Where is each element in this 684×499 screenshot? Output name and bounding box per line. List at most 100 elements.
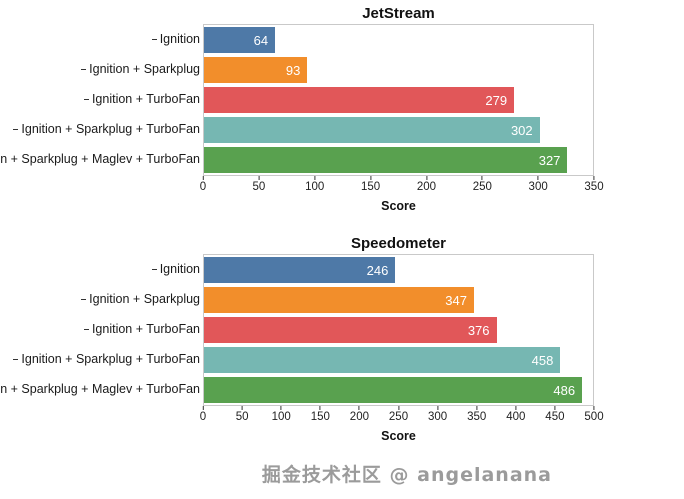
category-label-text: Ignition + Sparkplug [89,62,200,76]
bar: 458 [204,347,561,373]
x-axis: 0 50 100 150 200 250 300 350 400 450 500 [200,406,604,428]
x-tick-label: 300 [528,181,548,193]
bar: 302 [204,117,540,143]
bar-row: 302 [204,115,593,145]
y-tick-mark [83,99,89,101]
chart-title: JetStream [362,5,435,22]
bar-row: 327 [204,145,593,175]
x-tick: 100 [272,406,291,423]
x-tick-mark [537,176,539,180]
x-tick: 50 [252,176,265,193]
category-label: Ignition + Sparkplug [0,54,203,84]
y-tick-mark [81,299,87,301]
y-tick-mark [13,359,19,361]
x-tick-mark [398,406,399,410]
x-tick-label: 150 [310,411,330,423]
category-label: Ignition [0,24,203,54]
x-tick-mark [554,406,556,410]
x-axis-title: Score [381,199,416,213]
bar-row: 246 [204,255,593,285]
category-label: Ignition + Sparkplug + TurboFan [0,344,203,374]
x-tick-label: 200 [416,181,437,193]
bar: 246 [204,257,396,283]
x-tick-mark [241,406,243,410]
watermark-text: 掘金技术社区 @ angelanana [261,464,552,486]
x-tick: 350 [467,406,486,423]
x-axis-title: Score [381,429,416,443]
bar-row: 64 [204,25,593,55]
bar-value-label: 486 [553,382,576,398]
bar-row: 93 [204,55,593,85]
x-tick-label: 0 [199,411,207,423]
bar-value-label: 279 [485,92,508,108]
bar-value-label: 458 [531,352,554,368]
x-tick-label: 350 [467,411,487,423]
x-tick-label: 450 [545,411,565,423]
bar-value-label: 376 [467,322,490,338]
category-label-text: Ignition + TurboFan [91,322,200,336]
x-tick: 0 [200,406,206,423]
plot-area: 64 93 279 302 327 [203,24,594,176]
bar-value-label: 246 [366,262,389,278]
y-tick-mark [13,129,19,131]
y-tick-mark [83,329,89,331]
bar-value-label: 64 [253,32,269,48]
category-label-text: Ignition + Sparkplug + TurboFan [21,352,200,366]
x-tick: 450 [545,406,564,423]
x-tick: 0 [200,176,206,193]
x-tick-label: 300 [428,411,448,423]
bar-row: 376 [204,315,593,345]
x-tick-label: 250 [472,181,492,193]
x-tick-mark [358,406,360,410]
x-tick: 250 [473,176,492,193]
x-tick: 250 [389,406,408,423]
category-label: Ignition [0,254,203,284]
x-tick-label: 400 [506,411,526,423]
bar: 376 [204,317,497,343]
y-axis-labels: Ignition Ignition + Sparkplug Ignition + T… [0,24,203,176]
x-tick-label: 350 [584,181,604,193]
category-label-text: Ignition [159,262,200,276]
chart-title: Speedometer [350,235,447,252]
x-tick-label: 150 [360,181,381,193]
jetstream-chart: JetStream Ignition Ignition + Sparkplug Ig… [0,0,684,214]
x-tick-label: 100 [271,411,291,423]
plot-area: 246 347 376 458 486 [203,254,594,406]
x-tick: 150 [361,176,380,193]
category-label-text: Ignition + Sparkplug + Maglev + TurboFan [0,152,200,166]
bar: 64 [204,27,276,53]
category-label-text: Ignition [159,32,200,46]
category-label: Ignition + Sparkplug + Maglev + TurboFan [0,144,203,174]
bar: 486 [204,377,583,403]
bar: 93 [204,57,308,83]
x-tick-mark [319,406,321,410]
x-tick: 300 [529,176,548,193]
bar-value-label: 302 [510,122,533,138]
x-tick: 300 [428,406,447,423]
x-tick-mark [202,176,204,180]
bar: 347 [204,287,474,313]
y-tick-mark [151,269,157,271]
x-tick-mark [258,176,260,180]
x-tick-mark [425,176,427,180]
bar-value-label: 327 [538,152,561,168]
category-label: Ignition + Sparkplug + Maglev + TurboFan [0,374,203,404]
bar-value-label: 93 [285,62,301,78]
x-tick: 150 [311,406,330,423]
x-tick-label: 250 [388,411,409,423]
category-label: Ignition + Sparkplug [0,284,203,314]
bar-row: 347 [204,285,593,315]
x-tick: 400 [506,406,525,423]
category-label-text: Ignition + Sparkplug + Maglev + TurboFan [0,382,200,396]
category-label-text: Ignition + Sparkplug + TurboFan [21,122,200,136]
x-tick-mark [202,406,204,410]
y-tick-mark [81,69,87,71]
x-tick: 50 [236,406,248,423]
x-tick-mark [515,406,517,410]
x-tick: 100 [305,176,324,193]
x-tick-mark [370,176,372,180]
category-label-text: Ignition + TurboFan [91,92,200,106]
x-tick-mark [437,406,439,410]
x-tick-label: 100 [305,181,325,193]
